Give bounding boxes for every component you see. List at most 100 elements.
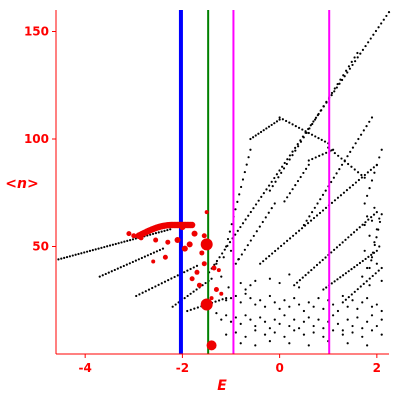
data-point [241,178,245,181]
data-point [239,342,242,345]
data-point [350,60,353,63]
red-marker [174,237,181,244]
data-point [193,307,196,310]
data-point [220,275,223,278]
data-point [243,170,246,174]
red-marker [126,231,132,237]
data-point [189,308,192,311]
data-point [249,148,252,151]
data-point [101,274,104,277]
data-point [288,154,292,157]
data-point [108,244,112,247]
data-point [143,255,146,258]
data-point [363,223,366,227]
data-point [149,233,152,236]
data-point [387,11,391,14]
data-point [155,250,159,253]
data-point [380,318,383,321]
data-point [312,324,315,328]
data-point [352,231,356,234]
data-point [354,142,357,145]
data-point [270,207,273,210]
data-point [345,189,349,192]
data-point [331,314,335,317]
data-point [357,178,360,182]
data-point [320,138,323,141]
data-point [254,303,257,306]
data-point [314,116,318,119]
data-point [234,331,237,334]
data-point [71,254,74,257]
data-point [358,226,361,229]
data-point [322,335,325,338]
data-point [368,284,371,287]
data-point [268,189,271,192]
data-point [234,294,237,298]
data-point [263,320,267,323]
data-point [307,159,310,162]
data-point [288,192,291,195]
data-point [360,173,363,177]
data-point [310,211,314,214]
data-point [378,220,382,224]
red-marker [189,276,195,282]
data-point [249,210,252,214]
red-marker [209,296,214,301]
data-point [354,181,358,184]
data-point [176,274,179,277]
data-point [316,114,319,117]
data-point [234,233,237,236]
data-point [366,297,369,300]
data-point [241,222,245,225]
data-point [347,162,350,166]
data-point [302,333,306,336]
data-point [147,288,151,291]
data-point [341,294,344,298]
data-point [151,286,154,290]
axes: -4 -2 0 2 50 100 150 [24,10,389,375]
data-point [270,123,273,127]
data-point [288,237,292,240]
data-point [297,229,301,232]
data-point [375,228,378,231]
data-point [273,202,276,205]
data-point [312,331,315,334]
data-point [77,252,80,256]
data-point [120,241,123,244]
data-point [333,87,336,90]
data-point [63,256,66,259]
data-point [229,297,233,300]
data-point [60,257,63,260]
data-point [189,292,192,295]
data-point [285,162,288,166]
data-point [158,248,162,252]
data-point [262,129,265,132]
data-point [293,329,296,332]
data-point [246,244,249,247]
data-point [183,271,186,274]
data-point [367,218,370,221]
data-point [350,293,353,296]
data-point [347,236,350,239]
data-point [365,125,368,128]
data-point [244,288,247,291]
data-point [152,251,156,254]
data-point [229,320,233,323]
data-point [346,71,349,74]
data-point [341,241,344,244]
data-point [294,125,297,128]
data-point [370,305,374,308]
data-point [313,118,317,121]
data-point [366,215,369,218]
data-point [340,157,343,160]
data-point [338,82,341,85]
data-point [94,248,97,251]
data-point [385,14,388,18]
data-point [226,237,230,241]
data-point [291,188,294,191]
data-point [369,168,372,171]
data-point [366,320,369,323]
data-point [249,284,252,287]
data-point [268,340,271,343]
data-point [370,314,374,317]
